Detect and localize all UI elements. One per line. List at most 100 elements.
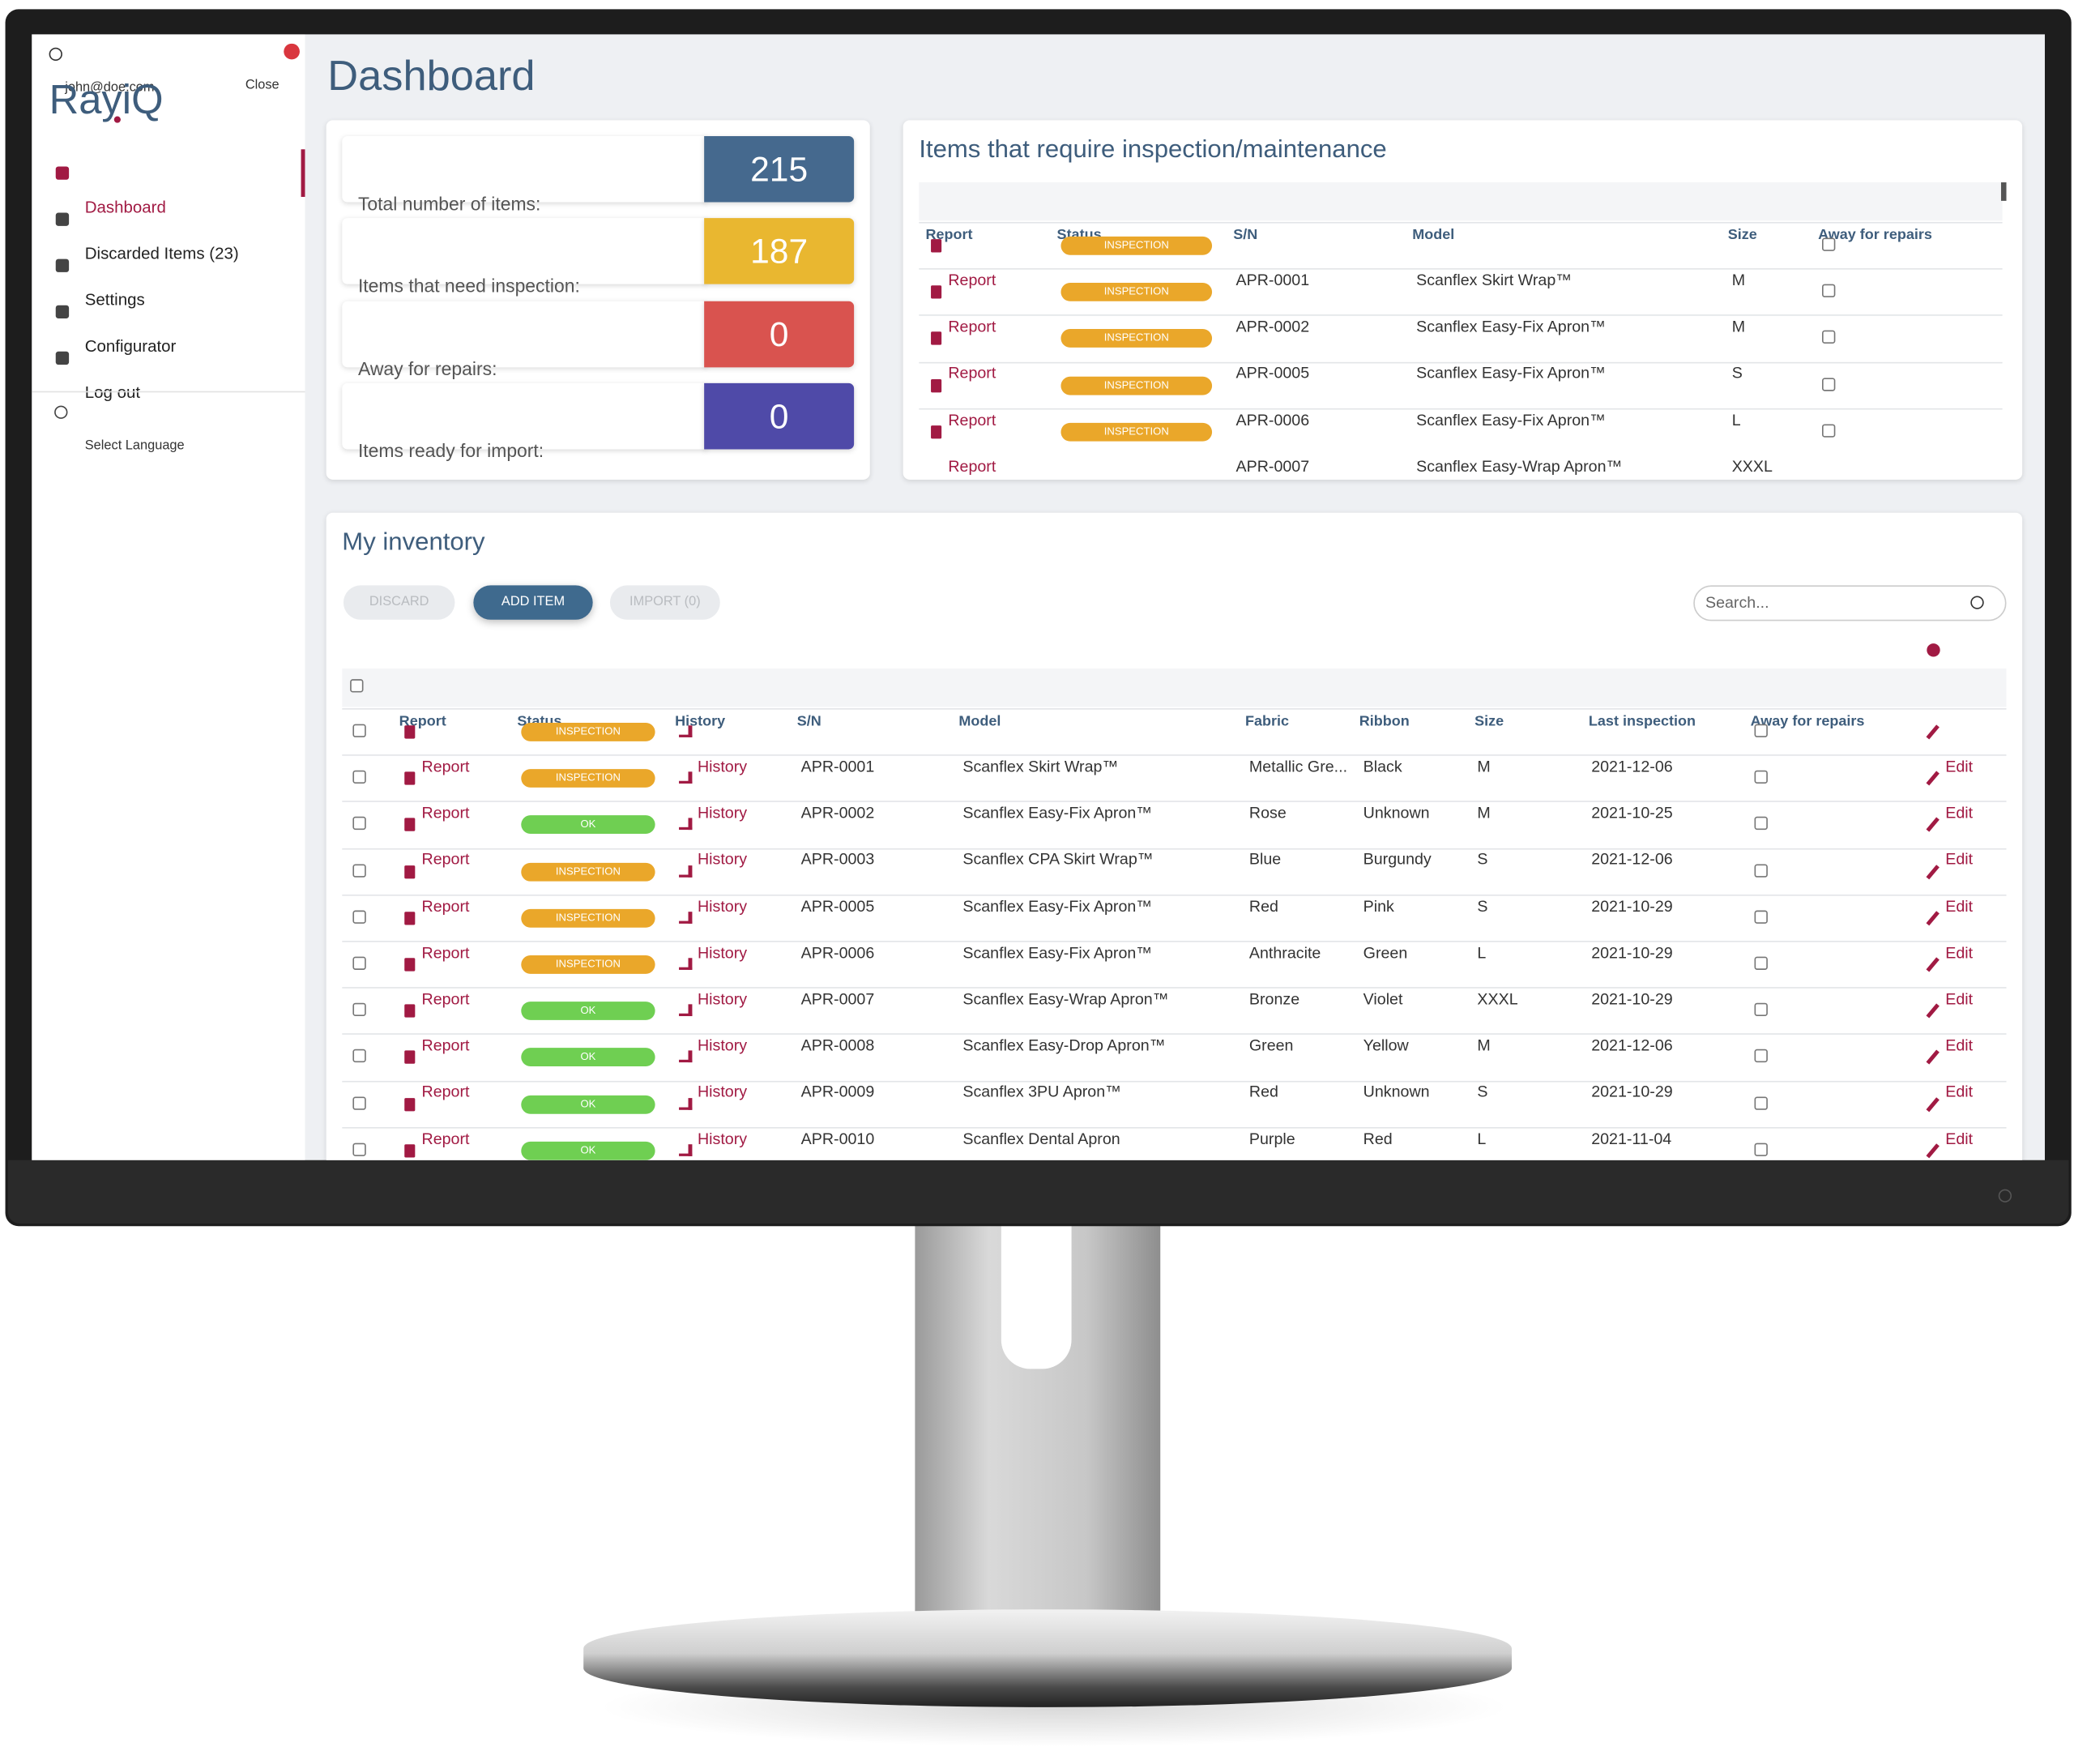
checkbox[interactable] bbox=[1822, 237, 1836, 251]
report-link[interactable]: Report bbox=[421, 757, 470, 776]
search-icon bbox=[1970, 596, 1984, 609]
history-icon bbox=[679, 865, 693, 878]
report-link[interactable]: Report bbox=[421, 1129, 470, 1148]
column-header: Fabric bbox=[1244, 713, 1290, 730]
edit-link[interactable]: Edit bbox=[1945, 989, 1974, 1009]
report-link[interactable]: Report bbox=[948, 364, 996, 382]
checkbox[interactable] bbox=[1822, 331, 1836, 344]
report-link[interactable]: Report bbox=[948, 456, 996, 476]
search-box[interactable]: Search... bbox=[1693, 585, 2007, 621]
last-inspection: 2021-10-29 bbox=[1591, 1083, 1673, 1102]
nav-item[interactable]: Discarded Items (23) bbox=[84, 244, 239, 263]
edit-link[interactable]: Edit bbox=[1945, 896, 1974, 916]
status-badge: INSPECTION bbox=[521, 862, 655, 882]
serial-number: APR-0005 bbox=[1235, 364, 1310, 382]
report-link[interactable]: Report bbox=[948, 317, 996, 336]
ribbon: Black bbox=[1363, 757, 1402, 776]
history-icon bbox=[679, 958, 693, 970]
checkbox[interactable] bbox=[1754, 1143, 1768, 1156]
power-button[interactable] bbox=[1998, 1189, 2012, 1202]
nav-item[interactable]: Log out bbox=[84, 382, 141, 402]
edit-link[interactable]: Edit bbox=[1945, 1083, 1974, 1102]
checkbox[interactable] bbox=[352, 817, 366, 831]
inspection-title: Items that require inspection/maintenanc… bbox=[919, 135, 1387, 164]
checkbox[interactable] bbox=[352, 724, 366, 737]
checkbox[interactable] bbox=[352, 1003, 366, 1017]
checkbox[interactable] bbox=[1822, 424, 1836, 438]
serial-number: APR-0010 bbox=[800, 1129, 875, 1148]
checkbox[interactable] bbox=[1754, 910, 1768, 924]
checkbox[interactable] bbox=[352, 1049, 366, 1063]
status-badge: OK bbox=[521, 1048, 655, 1067]
report-link[interactable]: Report bbox=[421, 942, 470, 962]
checkbox[interactable] bbox=[352, 1143, 366, 1156]
history-link[interactable]: History bbox=[697, 1129, 748, 1148]
history-link[interactable]: History bbox=[697, 757, 748, 776]
history-link[interactable]: History bbox=[697, 896, 748, 916]
serial-number: APR-0005 bbox=[800, 896, 875, 916]
checkbox[interactable] bbox=[350, 679, 364, 693]
report-link[interactable]: Report bbox=[421, 896, 470, 916]
history-link[interactable]: History bbox=[697, 803, 748, 822]
history-link[interactable]: History bbox=[697, 942, 748, 962]
history-icon bbox=[679, 1051, 693, 1063]
checkbox[interactable] bbox=[1754, 1049, 1768, 1063]
checkbox[interactable] bbox=[1754, 1003, 1768, 1017]
inventory-title: My inventory bbox=[342, 528, 485, 557]
checkbox[interactable] bbox=[352, 863, 366, 878]
checkbox[interactable] bbox=[1754, 956, 1768, 970]
checkbox[interactable] bbox=[352, 910, 366, 924]
scrollbar bbox=[2000, 182, 2007, 201]
history-link[interactable]: History bbox=[697, 989, 748, 1009]
size: S bbox=[1731, 364, 1743, 382]
edit-link[interactable]: Edit bbox=[1945, 942, 1974, 962]
button[interactable]: IMPORT (0) bbox=[609, 585, 720, 620]
checkbox[interactable] bbox=[1754, 771, 1768, 784]
close-link[interactable]: Close bbox=[245, 78, 280, 93]
button[interactable]: ADD ITEM bbox=[473, 585, 593, 620]
checkbox[interactable] bbox=[352, 1096, 366, 1110]
checkbox[interactable] bbox=[1754, 863, 1768, 878]
size: M bbox=[1477, 803, 1491, 822]
checkbox[interactable] bbox=[1754, 724, 1768, 737]
history-link[interactable]: History bbox=[697, 850, 748, 869]
language-link[interactable]: Select Language bbox=[84, 438, 185, 454]
report-link[interactable]: Report bbox=[421, 850, 470, 869]
edit-link[interactable]: Edit bbox=[1945, 803, 1974, 822]
size: M bbox=[1477, 757, 1491, 776]
report-icon bbox=[404, 818, 416, 832]
checkbox[interactable] bbox=[1822, 377, 1836, 391]
ribbon: Red bbox=[1363, 1129, 1393, 1148]
report-link[interactable]: Report bbox=[421, 803, 470, 822]
report-link[interactable]: Report bbox=[421, 1036, 470, 1055]
row-divider bbox=[342, 754, 2007, 757]
size: S bbox=[1477, 1083, 1488, 1102]
checkbox[interactable] bbox=[352, 771, 366, 784]
ribbon: Unknown bbox=[1363, 803, 1430, 822]
report-link[interactable]: Report bbox=[421, 1083, 470, 1102]
status-badge: OK bbox=[521, 1095, 655, 1114]
history-link[interactable]: History bbox=[697, 1036, 748, 1055]
last-inspection: 2021-12-06 bbox=[1591, 850, 1673, 869]
edit-link[interactable]: Edit bbox=[1945, 1129, 1974, 1148]
history-link[interactable]: History bbox=[697, 1083, 748, 1102]
checkbox[interactable] bbox=[1822, 284, 1836, 298]
checkbox[interactable] bbox=[1754, 817, 1768, 831]
edit-link[interactable]: Edit bbox=[1945, 850, 1974, 869]
nav-item[interactable]: Dashboard bbox=[84, 198, 166, 217]
report-link[interactable]: Report bbox=[421, 989, 470, 1009]
status-badge: INSPECTION bbox=[521, 955, 655, 974]
nav-item[interactable]: Configurator bbox=[84, 336, 177, 356]
row-divider bbox=[342, 894, 2007, 896]
settings-icon bbox=[1927, 643, 1940, 657]
edit-link[interactable]: Edit bbox=[1945, 1036, 1974, 1055]
edit-link[interactable]: Edit bbox=[1945, 757, 1974, 776]
report-link[interactable]: Report bbox=[948, 410, 996, 429]
checkbox[interactable] bbox=[352, 956, 366, 970]
report-link[interactable]: Report bbox=[948, 271, 996, 290]
nav-item[interactable]: Settings bbox=[84, 290, 145, 310]
checkbox[interactable] bbox=[1754, 1096, 1768, 1110]
history-icon bbox=[679, 818, 693, 831]
button[interactable]: DISCARD bbox=[343, 585, 455, 620]
